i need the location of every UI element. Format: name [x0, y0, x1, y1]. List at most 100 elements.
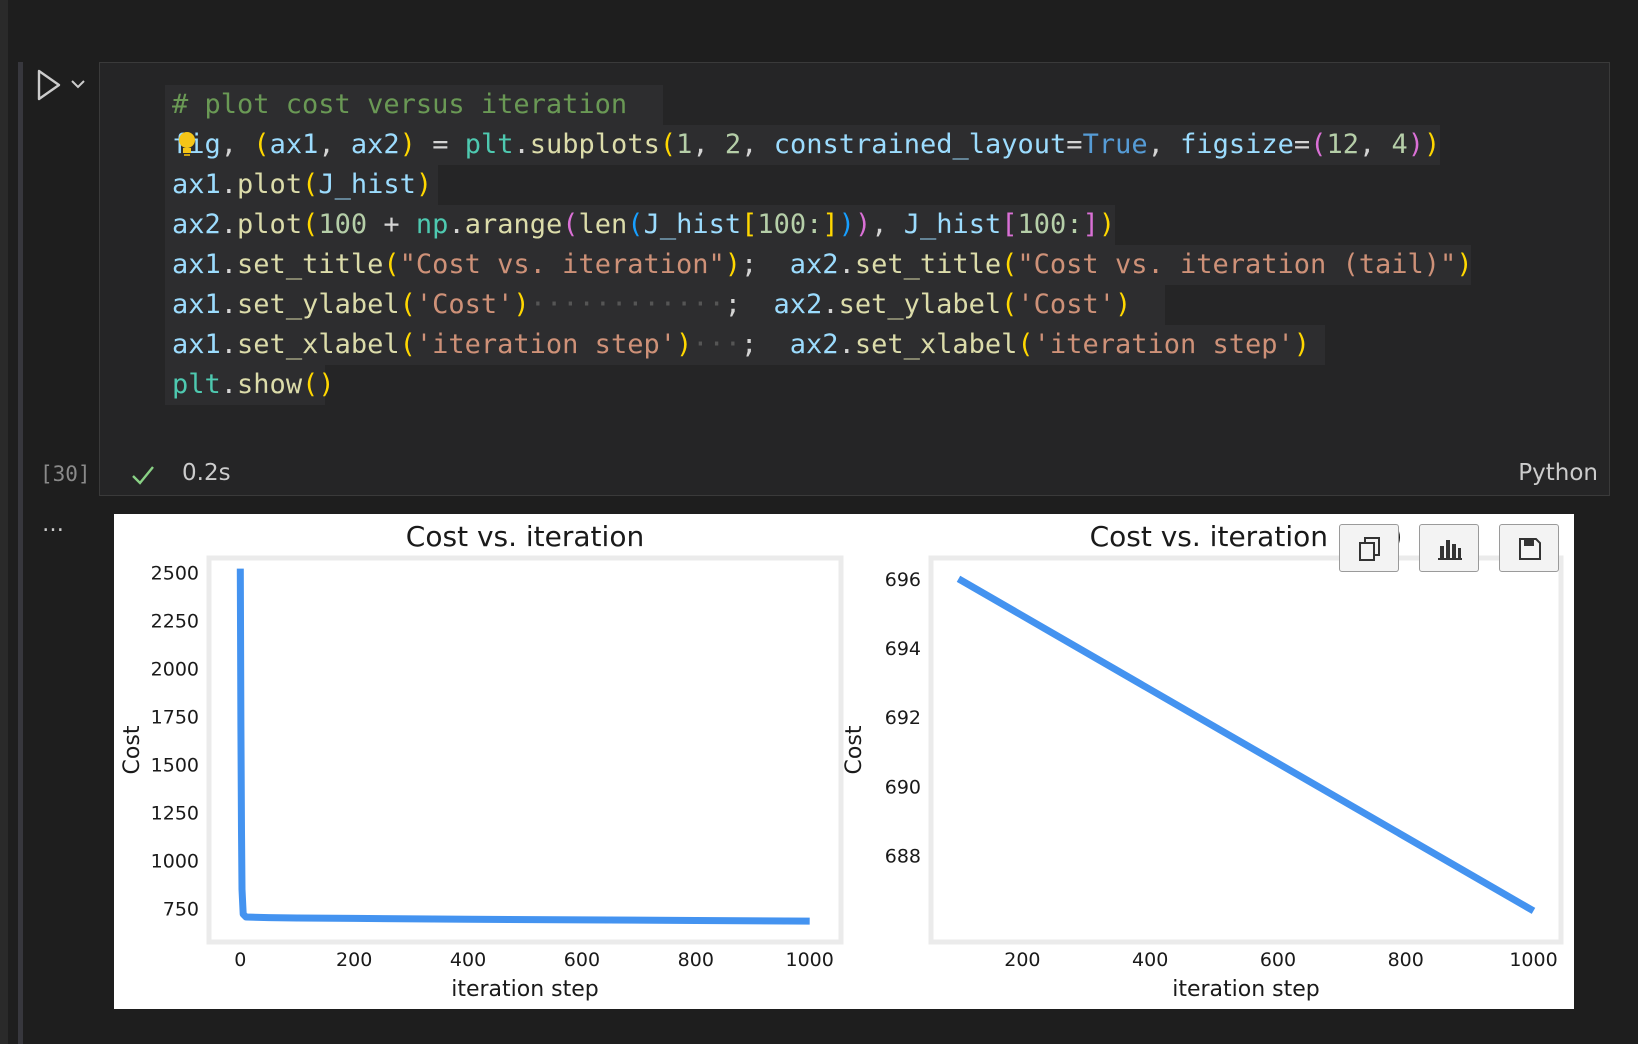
- code-token: plt: [464, 129, 514, 160]
- x-tick-label: 600: [1260, 949, 1296, 971]
- code-token: len: [578, 209, 628, 240]
- x-axis-label: iteration step: [1172, 977, 1320, 1002]
- chevron-down-icon: [71, 80, 85, 89]
- code-token: ,: [871, 209, 888, 240]
- save-output-button[interactable]: [1499, 524, 1559, 572]
- code-token: 12: [1326, 129, 1359, 160]
- code-token: 'Cost': [415, 289, 514, 320]
- code-token: (: [399, 289, 416, 320]
- code-token: 'iteration step': [1033, 329, 1294, 360]
- code-token: constrained_layout: [773, 129, 1067, 160]
- y-tick-label: 2250: [151, 610, 199, 632]
- code-token: ;: [724, 289, 742, 320]
- y-tick-label: 696: [885, 569, 921, 591]
- line-bg-8: [165, 365, 325, 405]
- code-token: ): [1424, 129, 1441, 160]
- code-token: 'iteration step': [415, 329, 676, 360]
- code-token: .: [448, 209, 465, 240]
- code-token: np: [415, 209, 449, 240]
- code-token: 1: [676, 129, 693, 160]
- code-token: True: [1082, 129, 1148, 160]
- x-tick-label: 1000: [786, 949, 834, 971]
- code-token: (: [1310, 129, 1327, 160]
- code-token: ,: [741, 129, 758, 160]
- code-token: arange: [464, 209, 563, 240]
- code-token: ): [399, 129, 416, 160]
- output-menu-button[interactable]: …: [42, 512, 66, 537]
- run-cell-button[interactable]: [34, 68, 64, 102]
- code-token: ): [513, 289, 530, 320]
- y-tick-label: 750: [163, 898, 199, 920]
- code-token: 2: [724, 129, 742, 160]
- code-token: (: [302, 369, 319, 400]
- cell-focus-indicator: [18, 62, 23, 1044]
- execution-time: 0.2s: [182, 460, 231, 486]
- plot-frame: [928, 555, 1564, 945]
- code-token: (: [399, 329, 416, 360]
- code-token: =: [1066, 129, 1083, 160]
- code-token: ;: [741, 329, 758, 360]
- y-tick-label: 688: [885, 846, 921, 868]
- x-tick-label: 200: [336, 949, 372, 971]
- run-options-button[interactable]: [70, 76, 86, 90]
- code-comment: # plot cost versus iteration: [172, 89, 660, 120]
- code-token: ): [1293, 329, 1311, 360]
- y-axis-label: Cost: [120, 725, 145, 774]
- y-tick-label: 2000: [151, 658, 199, 680]
- code-token: ax2: [350, 129, 400, 160]
- code-token: 'Cost': [1017, 289, 1115, 320]
- code-token: set_xlabel: [854, 329, 1018, 360]
- line-bg-1: [165, 85, 663, 125]
- line-bg-6: [165, 285, 1165, 325]
- code-token: ax1: [172, 329, 221, 360]
- code-token: [: [741, 209, 758, 240]
- code-token: set_ylabel: [237, 289, 400, 320]
- code-token: J_hist: [903, 209, 1002, 240]
- line-bg-7: [165, 325, 1325, 365]
- code-token: ]: [822, 209, 839, 240]
- y-tick-label: 690: [885, 776, 921, 798]
- x-tick-label: 200: [1004, 949, 1040, 971]
- cell-output-figure: Cost vs. iteration iteration step Cost 0 200…: [114, 514, 1574, 1009]
- code-token: ax2: [773, 289, 823, 320]
- code-token: ax2: [789, 249, 839, 280]
- code-token: ): [1114, 289, 1132, 320]
- cost-series-line: [956, 575, 1536, 914]
- code-token: ,: [1147, 129, 1164, 160]
- code-token: ]: [1082, 209, 1099, 240]
- code-token: 100:: [757, 209, 823, 240]
- code-token: .: [220, 249, 238, 280]
- code-token: plot: [237, 169, 303, 200]
- line-bg-4: [165, 205, 1115, 245]
- code-token: (: [627, 209, 644, 240]
- code-token: subplots: [529, 129, 660, 160]
- code-token: "Cost vs. iteration (tail)": [1017, 249, 1457, 280]
- code-token: .: [822, 289, 839, 320]
- code-token: show: [237, 369, 303, 400]
- lightbulb-icon[interactable]: [176, 130, 198, 160]
- save-icon: [1519, 538, 1541, 560]
- code-token: (: [302, 169, 319, 200]
- copy-output-button[interactable]: [1339, 524, 1399, 572]
- code-token: (: [253, 129, 270, 160]
- code-token: .: [220, 169, 238, 200]
- code-token: ): [838, 209, 855, 240]
- x-tick-label: 800: [1388, 949, 1424, 971]
- x-tick-label: 800: [678, 949, 714, 971]
- code-token: ): [415, 169, 433, 200]
- code-token: set_ylabel: [838, 289, 1002, 320]
- code-token: ): [675, 329, 693, 360]
- code-token: figsize: [1180, 129, 1294, 160]
- kernel-language-label[interactable]: Python: [1518, 460, 1598, 486]
- chart-output-button[interactable]: [1419, 524, 1479, 572]
- code-token: ): [854, 209, 872, 240]
- code-token: J_hist: [643, 209, 742, 240]
- x-tick-label: 1000: [1509, 949, 1557, 971]
- code-token: [: [1001, 209, 1018, 240]
- code-token: ax1: [172, 289, 221, 320]
- y-tick-label: 1000: [151, 850, 199, 872]
- code-line-2: fig, (ax1, ax2) = plt.subplots(1, 2, con…: [172, 125, 1440, 165]
- code-line-6: ax1.set_ylabel('Cost')············; ax2.…: [172, 289, 1132, 320]
- code-token: ): [724, 249, 741, 280]
- code-token: ): [1456, 249, 1473, 280]
